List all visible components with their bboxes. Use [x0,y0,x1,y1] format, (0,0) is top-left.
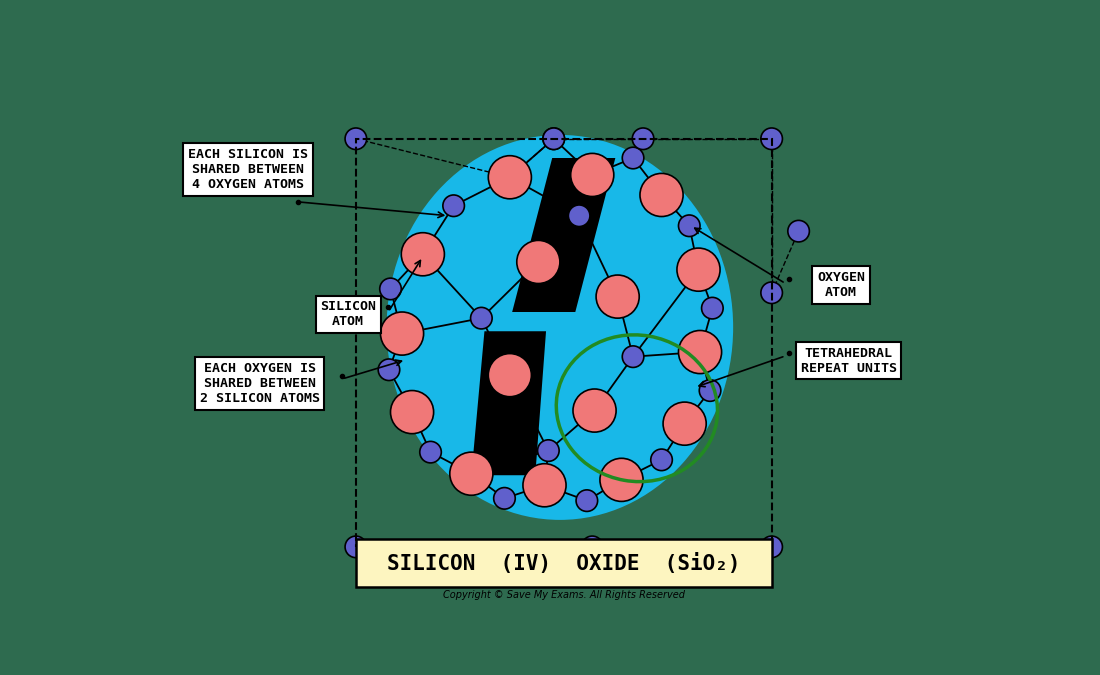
Circle shape [378,359,399,381]
Circle shape [538,440,559,462]
Circle shape [573,389,616,432]
Circle shape [488,354,531,397]
Circle shape [600,458,643,502]
Text: SILICON
ATOM: SILICON ATOM [320,300,376,328]
Circle shape [450,452,493,495]
Circle shape [517,240,560,284]
Circle shape [623,147,643,169]
Circle shape [679,331,722,373]
Circle shape [702,298,723,319]
Circle shape [576,490,597,512]
Circle shape [761,536,782,558]
Circle shape [543,128,564,150]
Circle shape [379,278,401,300]
Polygon shape [471,331,546,475]
Circle shape [402,233,444,276]
Circle shape [623,346,643,367]
Circle shape [345,536,366,558]
Circle shape [663,402,706,446]
Text: TETRAHEDRAL
REPEAT UNITS: TETRAHEDRAL REPEAT UNITS [801,346,896,375]
Circle shape [381,312,424,355]
Circle shape [494,487,515,509]
Circle shape [679,215,700,236]
Circle shape [788,220,810,242]
Circle shape [700,380,720,402]
Circle shape [522,464,566,507]
Bar [356,139,772,547]
Circle shape [569,205,590,227]
Circle shape [488,156,531,199]
Text: OXYGEN
ATOM: OXYGEN ATOM [817,271,865,299]
Text: Copyright © Save My Exams. All Rights Reserved: Copyright © Save My Exams. All Rights Re… [442,591,684,600]
Polygon shape [513,158,615,312]
Circle shape [651,449,672,470]
Circle shape [345,128,366,150]
Circle shape [761,282,782,304]
Circle shape [596,275,639,318]
Circle shape [420,441,441,463]
Circle shape [582,536,603,558]
Circle shape [676,248,720,291]
Ellipse shape [386,135,733,520]
Circle shape [632,128,653,150]
Circle shape [761,128,782,150]
FancyBboxPatch shape [356,539,772,587]
Circle shape [543,128,564,150]
Text: EACH SILICON IS
SHARED BETWEEN
4 OXYGEN ATOMS: EACH SILICON IS SHARED BETWEEN 4 OXYGEN … [188,148,308,191]
Text: EACH OXYGEN IS
SHARED BETWEEN
2 SILICON ATOMS: EACH OXYGEN IS SHARED BETWEEN 2 SILICON … [199,362,320,405]
Circle shape [390,391,433,433]
Circle shape [640,173,683,217]
Circle shape [571,153,614,196]
Text: SILICON  (IV)  OXIDE  (SiO₂): SILICON (IV) OXIDE (SiO₂) [387,553,740,574]
Circle shape [471,307,492,329]
Circle shape [443,195,464,217]
